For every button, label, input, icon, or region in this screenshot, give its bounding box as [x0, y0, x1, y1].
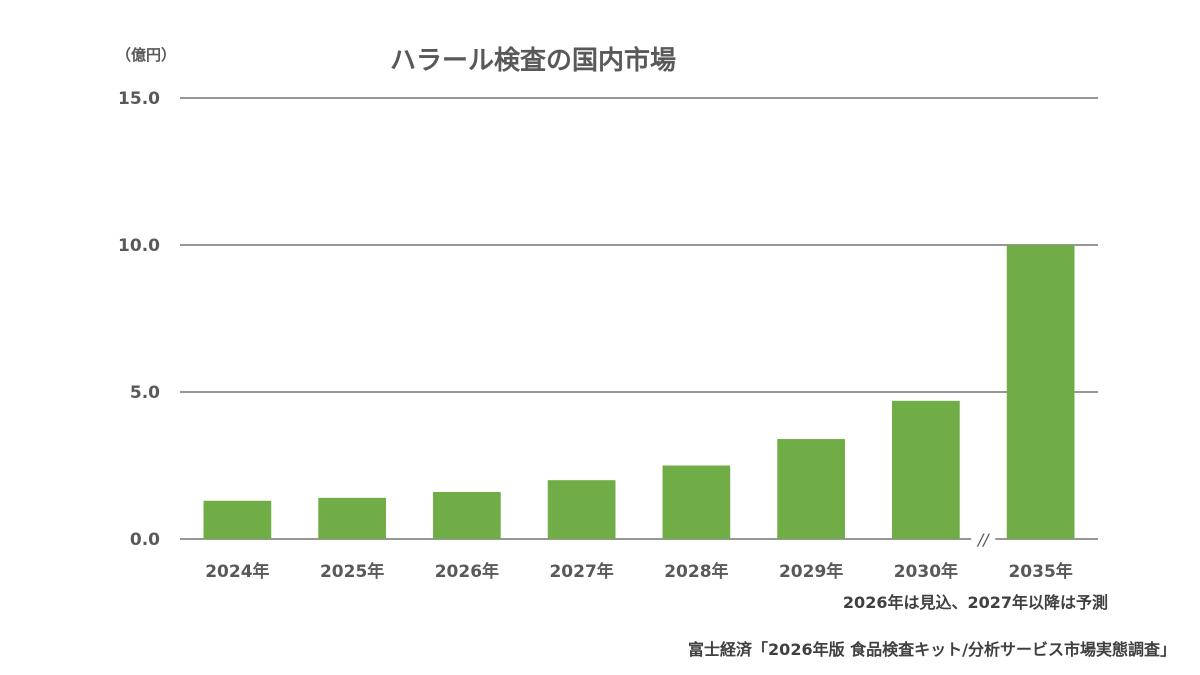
bar: [1006, 245, 1075, 539]
y-axis-unit-label: （億円）: [116, 46, 177, 64]
x-tick-label: 2030年: [894, 561, 958, 582]
chart-title: ハラール検査の国内市場: [390, 46, 677, 76]
y-tick-label: 5.0: [130, 383, 160, 403]
y-tick-label: 0.0: [130, 530, 160, 550]
axis-break-gap: [971, 536, 996, 542]
bar: [433, 491, 501, 539]
x-tick-label: 2029年: [779, 561, 843, 582]
x-tick-label: 2028年: [664, 561, 728, 582]
y-tick-label: 15.0: [118, 89, 160, 109]
axis-break-mark: //: [976, 530, 990, 549]
bar: [203, 500, 272, 539]
bar: [547, 480, 616, 539]
bar: [777, 439, 845, 539]
x-tick-label: 2024年: [205, 561, 269, 582]
source-citation: 富士経済「2026年版 食品検査キット/分析サービス市場実態調査」: [688, 640, 1176, 659]
bar: [662, 465, 731, 539]
x-tick-label: 2026年: [435, 561, 499, 582]
x-tick-label: 2027年: [549, 561, 613, 582]
x-tick-label: 2025年: [320, 561, 384, 582]
bar: [892, 400, 960, 539]
y-tick-label: 10.0: [118, 236, 160, 256]
forecast-footnote: 2026年は見込、2027年以降は予測: [842, 593, 1108, 612]
x-tick-label: 2035年: [1008, 561, 1072, 582]
bar: [318, 497, 386, 539]
